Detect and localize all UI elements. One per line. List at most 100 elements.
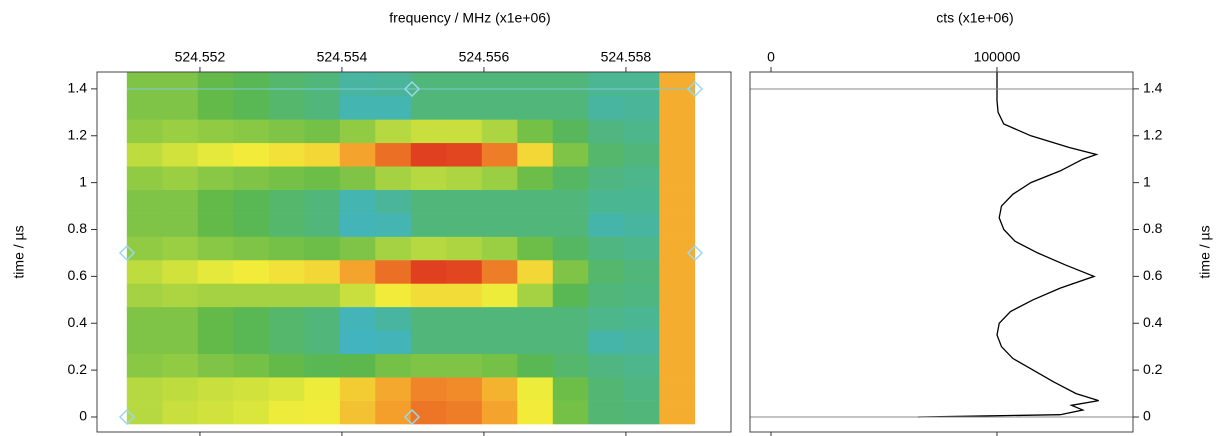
heatmap-cell [410, 377, 447, 401]
heatmap-cell [197, 213, 234, 237]
heatmap-cell [446, 236, 483, 261]
cursor-markers [118, 80, 704, 426]
heatmap-cell [481, 400, 518, 425]
heatmap-cell [552, 283, 589, 308]
y-tick-label: 0 [1143, 408, 1151, 424]
heatmap-cell [481, 283, 518, 308]
heatmap-cell [126, 142, 163, 167]
heatmap-cell [233, 95, 270, 120]
heatmap-cell [659, 259, 696, 284]
heatmap-cell [339, 95, 376, 120]
heatmap-cell [517, 377, 554, 401]
heatmap-cell [268, 72, 305, 97]
heatmap-cell [517, 283, 554, 308]
heatmap-cell [481, 353, 518, 378]
heatmap-cell [339, 306, 376, 331]
heatmap-cell [588, 353, 625, 378]
heatmap-cell [552, 166, 589, 190]
heatmap-cell [268, 306, 305, 331]
heatmap-cell [197, 166, 234, 190]
heatmap-cell [481, 236, 518, 261]
heatmap-cell [552, 236, 589, 261]
heatmap-cell [197, 306, 234, 331]
heatmap-cell [588, 259, 625, 284]
heatmap-cell [197, 119, 234, 144]
heatmap-cell [233, 142, 270, 167]
heatmap-cell [552, 95, 589, 120]
heatmap-cell [339, 330, 376, 355]
heatmap-cell [339, 119, 376, 144]
y-tick-label: 1 [79, 173, 87, 189]
heatmap-cell [517, 213, 554, 237]
heatmap-cell [481, 95, 518, 120]
heatmap-cell [481, 377, 518, 401]
heatmap-cell [552, 400, 589, 425]
heatmap-cell [304, 95, 341, 120]
heatmap-cell [588, 400, 625, 425]
heatmap-cell [233, 189, 270, 214]
heatmap-cell [481, 306, 518, 331]
heatmap-cell [304, 119, 341, 144]
heatmap-cell [623, 189, 660, 214]
heatmap-cell [197, 236, 234, 261]
x-tick-label: 100000 [974, 49, 1021, 65]
heatmap-cell [375, 330, 412, 355]
heatmap-cell [659, 119, 696, 144]
heatmap-cell [552, 213, 589, 237]
heatmap-cell [162, 306, 199, 331]
heatmap-cell [233, 306, 270, 331]
heatmap-cell [623, 95, 660, 120]
heatmap-cell [197, 330, 234, 355]
y-tick-label: 1.4 [68, 80, 88, 96]
heatmap-cell [339, 353, 376, 378]
heatmap-cell [659, 306, 696, 331]
x-axis-title: cts (x1e+06) [936, 10, 1013, 26]
heatmap-cell [126, 283, 163, 308]
heatmap-cell [446, 142, 483, 167]
heatmap-cell [268, 377, 305, 401]
heatmap-cell [233, 283, 270, 308]
heatmap-cell [162, 95, 199, 120]
heatmap-cell [197, 353, 234, 378]
heatmap-cell [446, 400, 483, 425]
heatmap-cell [162, 259, 199, 284]
heatmap-cell [304, 72, 341, 97]
heatmap-cell [339, 189, 376, 214]
heatmap-cell [197, 142, 234, 167]
heatmap-cell [339, 400, 376, 425]
heatmap-cell [588, 119, 625, 144]
heatmap-cell [339, 72, 376, 97]
heatmap-cell [446, 283, 483, 308]
heatmap-cell [659, 330, 696, 355]
heatmap-cell [375, 166, 412, 190]
heatmap-cell [517, 95, 554, 120]
heatmap-cell [268, 259, 305, 284]
heatmap-cell [517, 166, 554, 190]
heatmap-cell [410, 283, 447, 308]
heatmap-cell [375, 213, 412, 237]
heatmap-cell [197, 72, 234, 97]
heatmap-cell [375, 142, 412, 167]
plot-frame [749, 71, 1134, 433]
heatmap-cell [446, 353, 483, 378]
heatmap-cell [375, 283, 412, 308]
heatmap-cell [304, 259, 341, 284]
heatmap-cell [481, 119, 518, 144]
heatmap-cell [552, 306, 589, 331]
heatmap-cell [268, 330, 305, 355]
x-tick-label: 524.556 [459, 49, 510, 65]
heatmap-cell [517, 259, 554, 284]
heatmap-cell [588, 142, 625, 167]
heatmap-cell [481, 189, 518, 214]
heatmap-cell [126, 213, 163, 237]
heatmap-cell [517, 330, 554, 355]
overlay: frequency / MHz (x1e+06) time / µs cts (… [11, 10, 1213, 436]
heatmap-cell [410, 400, 447, 425]
heatmap-cell [126, 189, 163, 214]
heatmap-cell [126, 72, 163, 97]
heatmap-cell [339, 236, 376, 261]
heatmap-cell [126, 330, 163, 355]
heatmap-cell [552, 72, 589, 97]
heatmap-cell [375, 119, 412, 144]
y-tick-label: 0.4 [1143, 314, 1163, 330]
